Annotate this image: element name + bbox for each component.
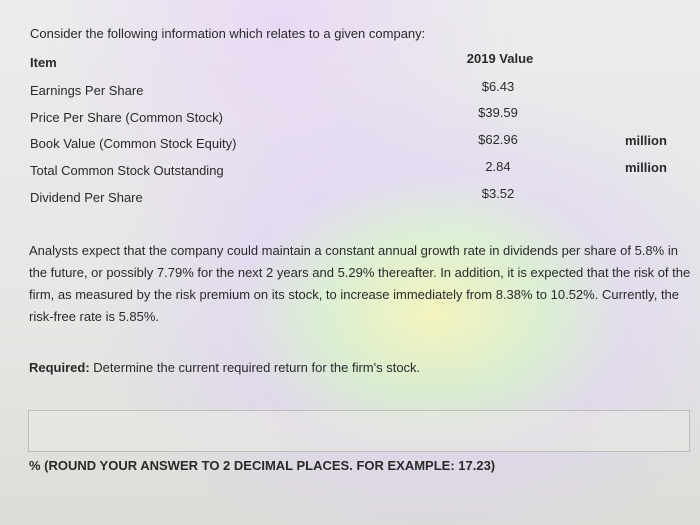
- row-item: Earnings Per Share: [30, 83, 144, 98]
- answer-instructions: % (ROUND YOUR ANSWER TO 2 DECIMAL PLACES…: [29, 458, 496, 473]
- row-value: 2.84: [485, 159, 511, 174]
- scenario-paragraph: Analysts expect that the company could m…: [29, 243, 691, 324]
- row-item: Total Common Stock Outstanding: [30, 163, 224, 178]
- header-value: 2019 Value: [466, 51, 534, 66]
- required-label: Required:: [29, 360, 90, 375]
- required-question: Determine the current required return fo…: [89, 360, 421, 375]
- row-item: Price Per Share (Common Stock): [30, 110, 223, 125]
- row-value: $3.52: [481, 186, 515, 201]
- answer-input[interactable]: [28, 410, 690, 452]
- row-value: $6.43: [481, 79, 515, 94]
- row-item: Dividend Per Share: [30, 190, 143, 205]
- intro-text: Consider the following information which…: [30, 26, 426, 41]
- row-unit: million: [625, 160, 667, 175]
- header-item: Item: [30, 55, 57, 70]
- row-item: Book Value (Common Stock Equity): [30, 136, 237, 151]
- required-text: Required: Determine the current required…: [29, 360, 420, 375]
- row-unit: million: [625, 133, 667, 148]
- row-value: $62.96: [478, 132, 518, 147]
- row-value: $39.59: [478, 105, 518, 120]
